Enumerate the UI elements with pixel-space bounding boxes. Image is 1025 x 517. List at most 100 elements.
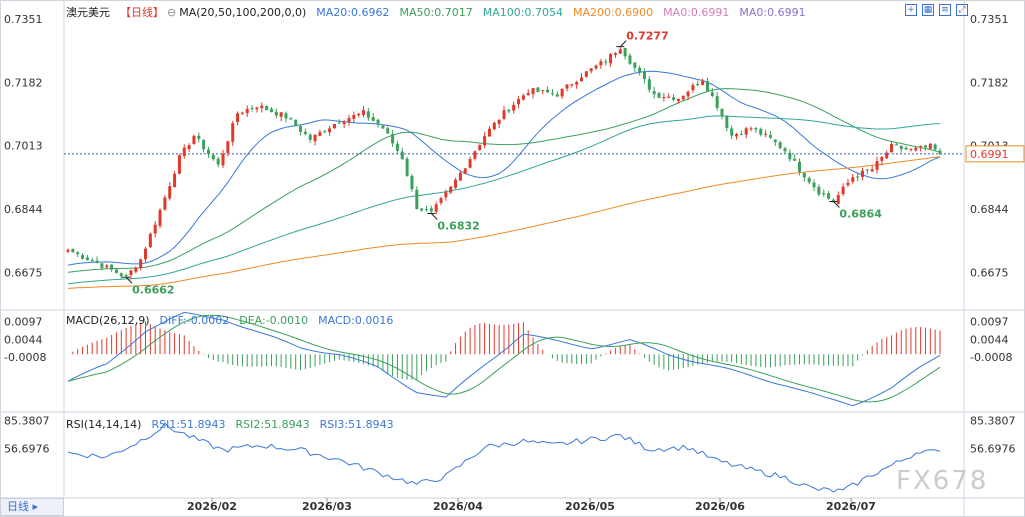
- expand-icon[interactable]: +: [905, 4, 917, 16]
- candle-body: [512, 104, 516, 111]
- price-tick-label-left: 0.6844: [4, 203, 43, 216]
- candle-body: [202, 140, 206, 150]
- candle-body: [701, 81, 705, 85]
- candle-body: [923, 145, 927, 148]
- candle-body: [313, 134, 317, 142]
- period-tab-label: 日线: [7, 500, 29, 513]
- candle-body: [483, 136, 487, 146]
- compare-icon[interactable]: ≡: [939, 4, 951, 16]
- candle-body: [405, 158, 409, 176]
- candle-body: [783, 148, 787, 152]
- candle-body: [81, 255, 85, 259]
- watermark-logo: FX678: [896, 466, 989, 496]
- candle-body: [691, 85, 695, 91]
- candle-body: [357, 113, 361, 116]
- candle-body: [730, 128, 734, 136]
- candle-body: [928, 143, 932, 149]
- candle-body: [681, 95, 685, 100]
- candle-body: [158, 210, 162, 226]
- candle-body: [754, 128, 758, 130]
- candle-body: [904, 147, 908, 150]
- period-tab-daily[interactable]: 日线 ▸: [0, 498, 64, 516]
- candle-body: [623, 48, 627, 57]
- date-tick-label: 2026/02: [187, 500, 237, 513]
- macd-header-item: MACD:0.0016: [318, 314, 393, 327]
- current-price-tag: [965, 145, 1025, 163]
- candle-body: [328, 128, 332, 133]
- rsi-header-item: RSI(14,14,14): [66, 418, 141, 431]
- candle-body: [173, 173, 177, 188]
- candle-body: [764, 133, 768, 135]
- candle-body: [240, 112, 244, 114]
- candle-body: [672, 97, 676, 100]
- candle-body: [294, 119, 298, 126]
- macd-header-item: DIFF:-0.0002: [160, 314, 230, 327]
- candle-body: [899, 145, 903, 150]
- candle-body: [856, 176, 860, 178]
- price-tick-label-right: 0.7182: [970, 76, 1009, 89]
- candle-body: [517, 98, 521, 105]
- candle-body: [710, 92, 714, 97]
- candle-body: [705, 81, 709, 91]
- candle-body: [342, 121, 346, 125]
- candle-body: [531, 88, 535, 95]
- candle-body: [332, 123, 336, 129]
- candle-body: [352, 114, 356, 119]
- candle-body: [822, 193, 826, 195]
- candle-body: [676, 98, 680, 102]
- candle-body: [274, 111, 278, 116]
- candle-body: [265, 105, 269, 111]
- candle-body: [124, 275, 128, 277]
- date-tick-label: 2026/04: [433, 500, 483, 513]
- candle-body: [609, 53, 613, 64]
- candle-body: [744, 128, 748, 135]
- macd-header-item: MACD(26,12,9): [66, 314, 150, 327]
- extreme-pointer: [430, 213, 438, 220]
- candle-body: [90, 259, 94, 262]
- rsi-tick-label-right: 56.6976: [970, 442, 1016, 455]
- candle-body: [589, 68, 593, 72]
- candle-body: [236, 113, 240, 122]
- date-tick-label: 2026/06: [695, 500, 745, 513]
- candle-body: [250, 107, 254, 109]
- candle-body: [773, 139, 777, 143]
- ma-header-item: MA200:0.6900: [573, 6, 653, 19]
- candle-body: [454, 179, 458, 188]
- candlestick-series: [66, 46, 942, 280]
- candle-body: [778, 142, 782, 149]
- price-tick-label-left: 0.7351: [4, 13, 43, 26]
- candle-body: [570, 84, 574, 86]
- candle-body: [439, 198, 443, 203]
- candle-body: [788, 152, 792, 160]
- candle-body: [148, 233, 152, 248]
- candle-body: [487, 128, 491, 137]
- candle-body: [182, 147, 186, 156]
- candle-body: [599, 61, 603, 66]
- macd-tick-label-right: 0.0097: [970, 315, 1009, 328]
- candle-body: [114, 269, 118, 274]
- candle-body: [429, 208, 433, 212]
- candle-body: [536, 87, 540, 93]
- candle-body: [76, 252, 80, 254]
- candle-body: [507, 109, 511, 112]
- candle-body: [497, 120, 501, 124]
- candle-body: [308, 134, 312, 140]
- price-tick-label-left: 0.7182: [4, 76, 43, 89]
- candle-body: [144, 248, 148, 260]
- fullscreen-icon[interactable]: ⤢: [956, 4, 968, 16]
- candle-body: [187, 145, 191, 150]
- candle-body: [366, 111, 370, 118]
- date-tick-label: 2026/03: [302, 500, 352, 513]
- candle-body: [802, 172, 806, 178]
- extreme-pointer: [833, 201, 840, 208]
- rsi-header-item: RSI1:51.8943: [151, 418, 225, 431]
- candle-body: [318, 132, 322, 136]
- candle-body: [696, 84, 700, 86]
- rsi-tick-label-left: 85.3807: [4, 414, 50, 427]
- candle-body: [168, 186, 172, 199]
- layout-icon[interactable]: ▦: [922, 4, 934, 16]
- candle-body: [376, 119, 380, 125]
- candle-body: [875, 161, 879, 170]
- candle-body: [633, 62, 637, 68]
- candle-body: [410, 175, 414, 190]
